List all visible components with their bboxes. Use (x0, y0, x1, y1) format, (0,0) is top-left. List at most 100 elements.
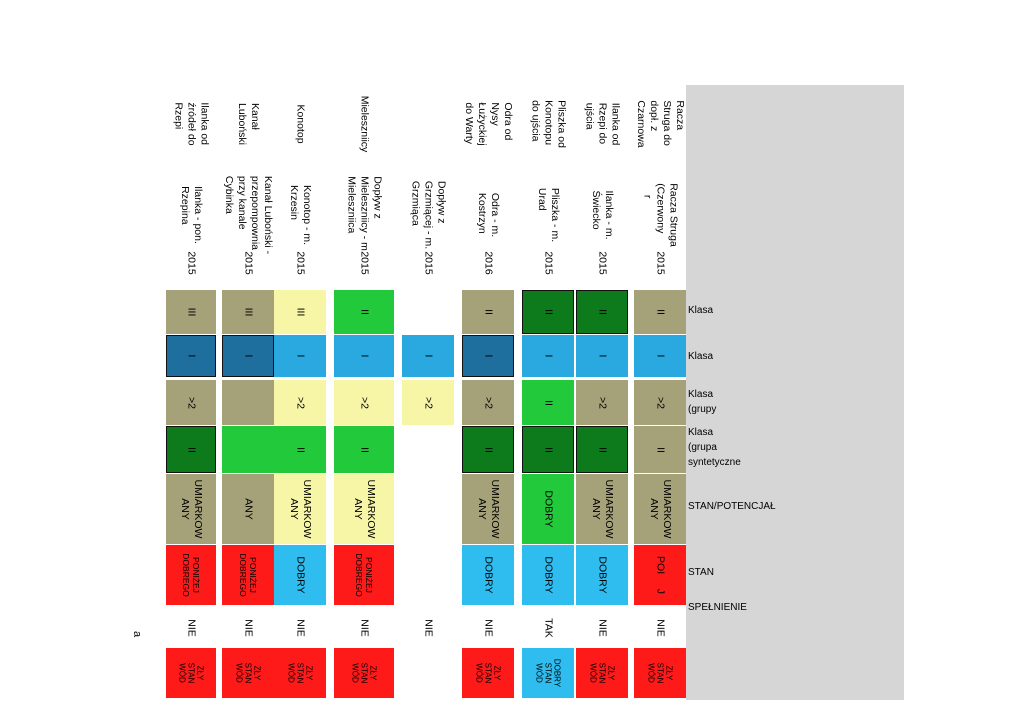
text-last: ZŁY STAN WÓD (474, 662, 502, 684)
cell-last: ZŁY STAN WÓD (274, 648, 326, 698)
text-stan-potencjal: UMIARKOW ANY (352, 479, 377, 539)
header-klasa-2: Klasa (688, 351, 714, 362)
cell-spelnienie: NIE (274, 610, 326, 645)
cell-stan: DOBRY (576, 545, 628, 605)
text-last: ZŁY STAN WÓD (588, 662, 616, 684)
text-river: Kanał Luboński (236, 102, 261, 146)
cell-klasa-grupa: II (634, 426, 686, 473)
text-klasa-grupa: II (358, 446, 371, 453)
text-spelnienie: NIE (596, 618, 609, 637)
text-stan: DOBRY (596, 556, 609, 594)
text-last: ZŁY STAN WÓD (286, 662, 314, 684)
cell-klasa-grupy: >2 (462, 380, 514, 425)
text-klasa-1: II (542, 309, 555, 315)
text-spelnienie: NIE (654, 618, 667, 637)
cell-spelnienie: NIE (462, 610, 514, 645)
cell-klasa-grupy: >2 (402, 380, 454, 425)
text-klasa-2: I (542, 354, 555, 358)
text-point: Pliszka - m. Urad (536, 187, 561, 243)
text-year: 2015 (294, 251, 307, 275)
cell-klasa-grupa (222, 426, 274, 473)
text-klasa-grupa: II (482, 446, 495, 453)
text-klasa-2: I (482, 354, 495, 358)
cell-stan-potencjal: UMIARKOW ANY (462, 474, 514, 544)
cell-klasa-grupa (402, 426, 454, 473)
cell-klasa-grupa: II (462, 426, 514, 473)
text-last: ZŁY STAN WÓD (646, 662, 674, 684)
cell-year: 2015 (402, 248, 454, 278)
text-spelnienie: NIE (422, 618, 435, 637)
text-klasa-grupy: >2 (596, 396, 609, 409)
cell-river: Racza Struga do dopł. z Czarnowa (634, 88, 686, 160)
text-river: Odra od Nysy Łużyckiej do Warty (463, 102, 514, 146)
cell-klasa-2: I (222, 335, 274, 377)
cell-klasa-grupy: >2 (634, 380, 686, 425)
text-klasa-grupa: II (654, 446, 667, 453)
text-klasa-grupy: >2 (358, 396, 371, 409)
header-klasa-grupa: Klasa (grupa syntetyczne (688, 427, 741, 468)
text-klasa-2: I (242, 354, 255, 358)
cell-year: 2015 (522, 248, 574, 278)
text-river: Mieleszniicy (358, 95, 371, 153)
cell-klasa-1: III (166, 290, 216, 334)
cell-klasa-grupa: II (576, 426, 628, 473)
text-stan: PONIŻEJ DOBREGO (354, 553, 374, 597)
cell-klasa-2: I (522, 335, 574, 377)
cell-spelnienie: NIE (576, 610, 628, 645)
text-last: ZŁY STAN WÓD (234, 662, 262, 684)
text-spelnienie: NIE (294, 618, 307, 637)
cell-klasa-1: III (222, 290, 274, 334)
text-stan-potencjal: ANY (242, 498, 255, 520)
cell-klasa-1: II (634, 290, 686, 334)
cell-stan: DOBRY (274, 545, 326, 605)
text-stan-potencjal: UMIARKOW ANY (648, 479, 673, 539)
text-last: DOBRY STAN WÓD (534, 658, 562, 688)
cell-klasa-2: I (634, 335, 686, 377)
cell-stan-potencjal (402, 474, 454, 544)
cell-stan-potencjal: ANY (222, 474, 274, 544)
cell-klasa-2: I (402, 335, 454, 377)
text-stan-potencjal: DOBRY (542, 490, 555, 528)
cell-klasa-2: I (166, 335, 216, 377)
footnote-letter: a (131, 630, 144, 638)
text-stan: DOBRY (294, 556, 307, 594)
text-stan: PONIŻEJ DOBREGO (238, 553, 258, 597)
text-klasa-grupa: II (185, 446, 198, 453)
text-river: Ilanka od źródeł do Rzepi (172, 102, 211, 146)
cell-spelnienie: NIE (334, 610, 394, 645)
cell-river: Kanał Luboński (222, 88, 274, 160)
cell-klasa-grupy: II (522, 380, 574, 425)
text-klasa-1: III (294, 307, 307, 317)
text-klasa-grupa: II (542, 446, 555, 453)
cell-last: ZŁY STAN WÓD (166, 648, 216, 698)
cell-spelnienie: NIE (402, 610, 454, 645)
text-stan: DOBRY (482, 556, 495, 594)
text-year: 2016 (482, 251, 495, 275)
cell-klasa-grupa: II (522, 426, 574, 473)
cell-spelnienie: TAK (522, 610, 574, 645)
text-river: Ilanka od Rzepi do ujścia (583, 102, 622, 146)
cell-last (402, 648, 454, 698)
text-stan: DOBRY (542, 556, 555, 594)
text-stan-potencjal: UMIARKOW ANY (590, 479, 615, 539)
text-klasa-2: I (294, 354, 307, 358)
text-klasa-1: II (654, 309, 667, 315)
header-klasa-grupy: Klasa (grupy (688, 389, 717, 415)
text-stan-potencjal: UMIARKOW ANY (476, 479, 501, 539)
cell-klasa-grupy: >2 (334, 380, 394, 425)
text-spelnienie: TAK (542, 617, 555, 638)
cell-last: ZŁY STAN WÓD (334, 648, 394, 698)
cell-year: 2015 (222, 248, 274, 278)
cell-klasa-grupa: II (334, 426, 394, 473)
cell-stan-potencjal: DOBRY (522, 474, 574, 544)
grey-panel (686, 85, 904, 700)
text-point: Ilanka - pon. Rzepina (179, 186, 204, 244)
text-point: Odra - m. Kostrzyn (476, 192, 501, 238)
text-stan: POI J (654, 556, 667, 594)
text-last: ZŁY STAN WÓD (177, 662, 205, 684)
cell-stan: DOBRY (462, 545, 514, 605)
text-klasa-grupy: >2 (482, 396, 495, 409)
text-spelnienie: NIE (242, 618, 255, 637)
cell-river: Ilanka od Rzepi do ujścia (576, 88, 628, 160)
text-klasa-grupy: >2 (654, 396, 667, 409)
